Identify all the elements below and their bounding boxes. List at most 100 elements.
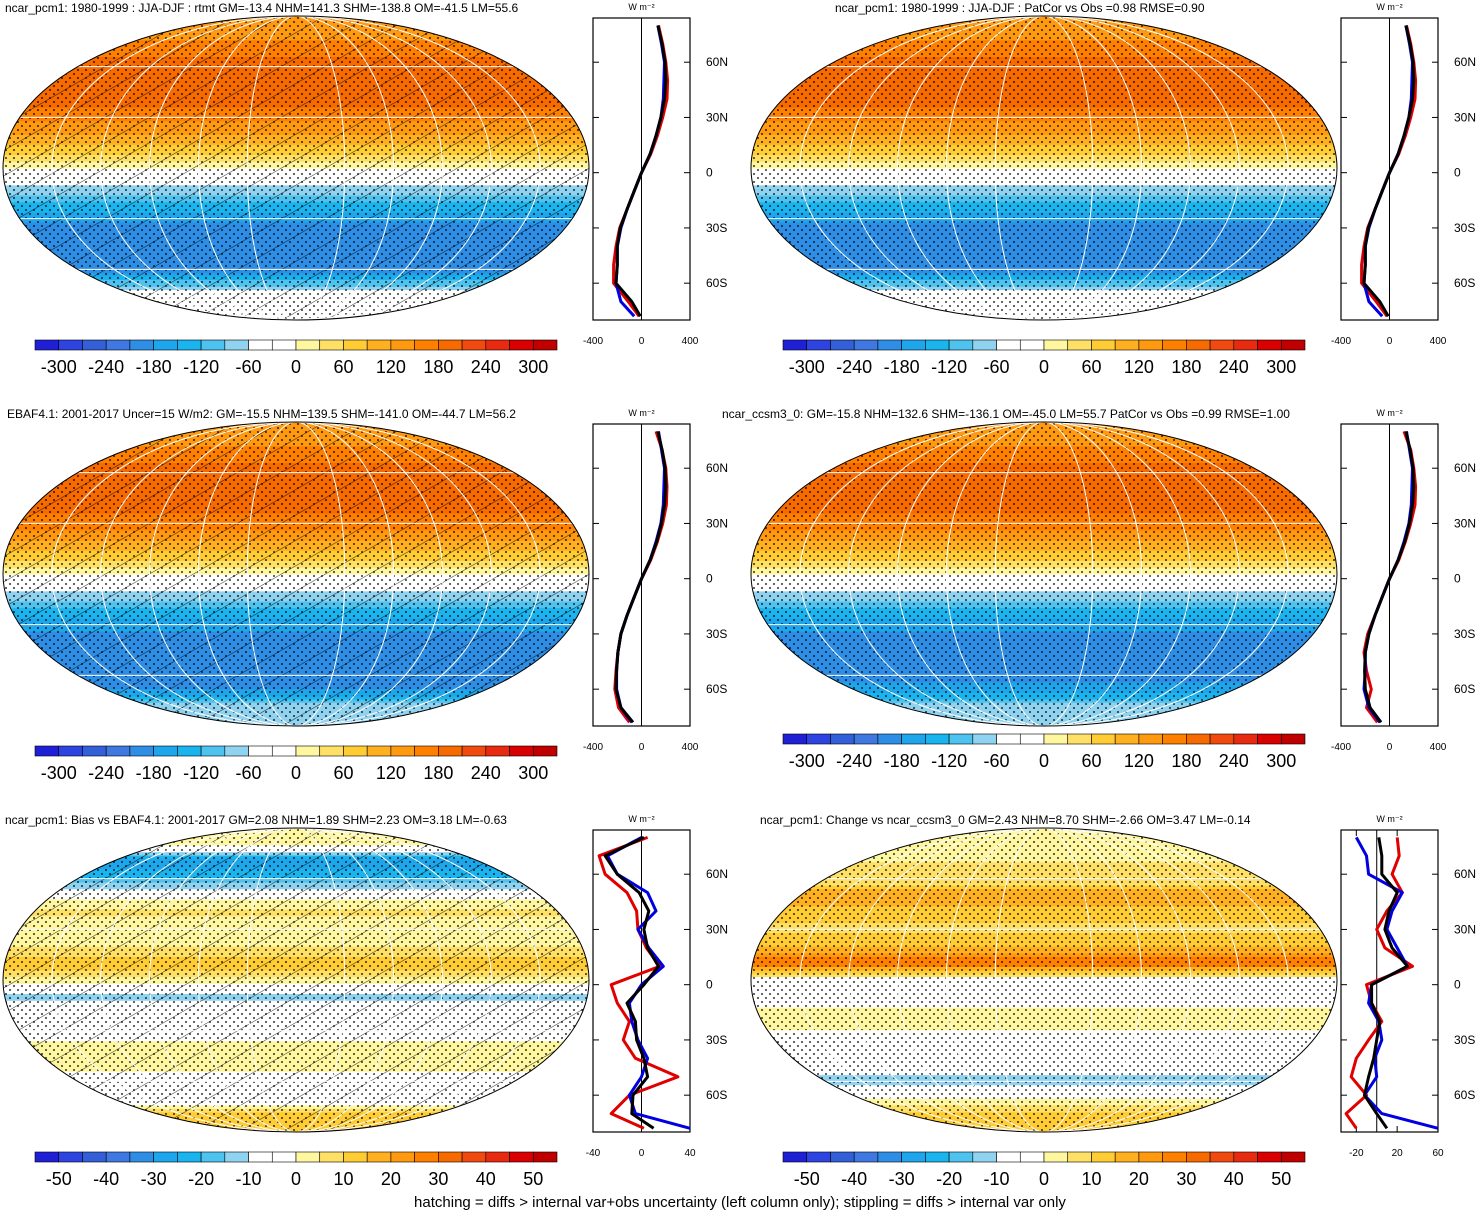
colorbar-box xyxy=(485,1151,510,1163)
x-tick-label: 400 xyxy=(1430,336,1447,347)
panel: -300 -240 -180 -120 -60 0 60 120 180 240 300 W m⁻² -… xyxy=(2,2,728,377)
colorbar-box xyxy=(438,339,463,351)
colorbar-box xyxy=(1043,1151,1069,1163)
x-tick-label: -20 xyxy=(1349,1148,1364,1159)
colorbar-box xyxy=(1209,339,1235,351)
map-border xyxy=(750,15,1338,321)
y-tick-label: 60S xyxy=(706,276,727,290)
profile-line xyxy=(1363,837,1409,1130)
colorbar-box xyxy=(1114,1151,1140,1163)
colorbar-box xyxy=(105,745,131,757)
colorbar-box xyxy=(224,339,249,351)
panel: -300 -240 -180 -120 -60 0 60 120 180 240 300 W m⁻² -… xyxy=(750,2,1476,377)
colorbar-box xyxy=(1043,733,1069,745)
colorbar-box xyxy=(806,1151,831,1163)
colorbar-box xyxy=(853,339,879,351)
colorbar-box xyxy=(509,745,534,757)
y-tick-label: 0 xyxy=(1454,978,1461,992)
colorbar-box xyxy=(782,339,808,351)
x-tick-label: 0 xyxy=(1387,336,1393,347)
colorbar-label: -40 xyxy=(841,1169,867,1189)
meridian xyxy=(994,828,1094,1132)
panel-title: ncar_pcm1: Bias vs EBAF4.1: 2001-2017 GM… xyxy=(5,813,507,827)
colorbar-box xyxy=(295,745,321,757)
colorbar-box xyxy=(532,339,558,351)
colorbar-box xyxy=(153,1151,178,1163)
meridian xyxy=(848,422,1240,726)
map xyxy=(751,828,1337,1132)
profile-frame xyxy=(1340,829,1439,1133)
colorbar-box xyxy=(248,1151,273,1163)
colorbar-label: -300 xyxy=(41,763,77,783)
colorbar-box xyxy=(1067,733,1092,745)
colorbar-box xyxy=(1162,1151,1187,1163)
hatching xyxy=(3,16,589,320)
colorbar-box xyxy=(1138,339,1163,351)
colorbar-box xyxy=(129,339,154,351)
colorbar-label: -10 xyxy=(984,1169,1010,1189)
meridian xyxy=(149,16,443,320)
colorbar-box xyxy=(319,1151,344,1163)
meridian xyxy=(51,828,541,1132)
colorbar-box xyxy=(901,339,926,351)
colorbar-box xyxy=(996,1151,1021,1163)
stippling xyxy=(751,422,1337,726)
colorbar-label: 240 xyxy=(1219,751,1249,771)
colorbar-box xyxy=(461,745,487,757)
colorbar-box xyxy=(877,339,902,351)
colorbar-box xyxy=(129,745,154,757)
meridian xyxy=(897,828,1191,1132)
meridian xyxy=(945,16,1143,320)
colorbar-box xyxy=(129,1151,154,1163)
colorbar-box xyxy=(1114,733,1140,745)
colorbar-box xyxy=(414,339,439,351)
x-tick-label: 400 xyxy=(682,336,699,347)
colorbar-label: 60 xyxy=(1081,751,1101,771)
colorbar-box xyxy=(319,745,344,757)
meridian xyxy=(994,422,1094,726)
map-border xyxy=(2,827,590,1133)
colorbar-box xyxy=(414,745,439,757)
x-tick-label: -400 xyxy=(1331,336,1351,347)
colorbar-box xyxy=(1019,733,1045,745)
x-tick-label: -400 xyxy=(583,742,603,753)
x-tick-label: 0 xyxy=(639,1148,645,1159)
profile-line xyxy=(603,836,660,1130)
colorbar-box xyxy=(509,1151,534,1163)
meridian xyxy=(799,828,1289,1132)
panel: -50 -40 -30 -20 -10 0 10 20 30 40 50 W m⁻² -40 0 40 60N… xyxy=(2,814,728,1189)
colorbar-box xyxy=(1280,733,1306,745)
panel-title: ncar_pcm1: 1980-1999 : JJA-DJF : PatCor … xyxy=(835,1,1205,15)
colorbar-box xyxy=(390,339,415,351)
y-tick-label: 0 xyxy=(706,978,713,992)
y-tick-label: 30S xyxy=(1454,221,1475,235)
colorbar-label: -20 xyxy=(188,1169,214,1189)
meridian xyxy=(848,828,1240,1132)
meridian xyxy=(246,16,346,320)
colorbar-box xyxy=(1257,1151,1282,1163)
colorbar-label: 240 xyxy=(471,763,501,783)
colorbar-label: -180 xyxy=(136,763,172,783)
colorbar-label: -240 xyxy=(836,751,872,771)
meridian xyxy=(197,828,395,1132)
meridian xyxy=(945,422,1143,726)
colorbar-box xyxy=(485,339,510,351)
colorbar-box xyxy=(295,1151,321,1163)
y-tick-label: 30N xyxy=(1454,516,1476,530)
colorbar-label: 120 xyxy=(376,763,406,783)
colorbar-box xyxy=(877,1151,902,1163)
colorbar-box xyxy=(972,733,997,745)
colorbar-box xyxy=(58,745,83,757)
colorbar-box xyxy=(34,1151,60,1163)
colorbar-label: 180 xyxy=(423,357,453,377)
colorbar-box xyxy=(438,1151,463,1163)
x-tick-label: 400 xyxy=(1430,742,1447,753)
profile-unit: W m⁻² xyxy=(628,814,654,824)
colorbar-box xyxy=(532,1151,558,1163)
colorbar-box xyxy=(853,733,879,745)
colorbar-box xyxy=(948,1151,974,1163)
colorbar-box xyxy=(82,339,107,351)
profile-unit: W m⁻² xyxy=(628,408,654,418)
colorbar-box xyxy=(414,1151,439,1163)
colorbar-label: 0 xyxy=(1039,357,1049,377)
